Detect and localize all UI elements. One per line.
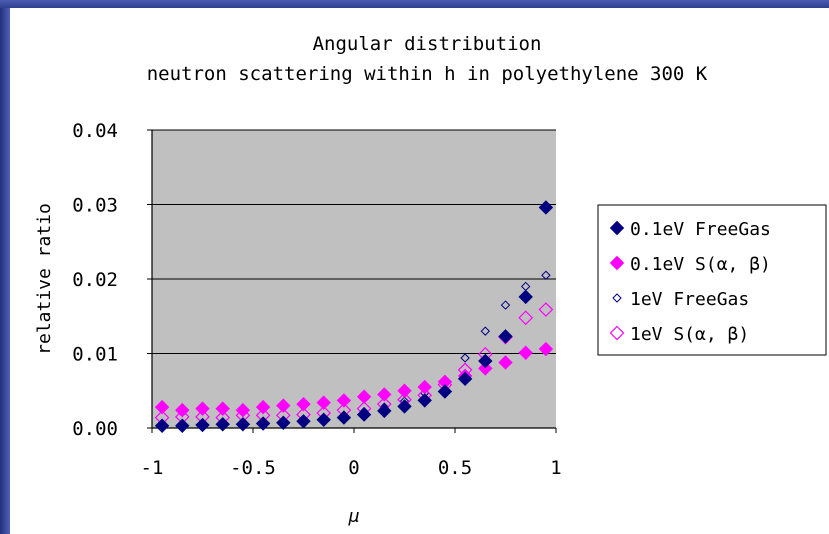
legend-marker (609, 255, 625, 271)
y-tick-label: 0.04 (72, 120, 118, 142)
legend-label: 0.1eV S(α, β) (630, 254, 771, 275)
data-point (538, 302, 554, 317)
data-point (538, 200, 554, 215)
data-point (397, 383, 412, 398)
data-point (195, 417, 210, 433)
data-point (500, 300, 511, 310)
data-point (478, 361, 493, 376)
y-axis-title: relative ratio (34, 203, 55, 355)
data-point (235, 402, 251, 418)
data-point (154, 418, 170, 433)
legend-marker (612, 293, 622, 303)
data-point (215, 417, 230, 432)
y-tick-label: 0.02 (72, 269, 118, 291)
data-point (457, 371, 473, 387)
data-point (498, 355, 513, 370)
data-point (195, 401, 210, 416)
data-point (276, 415, 291, 430)
data-point (175, 402, 190, 418)
data-point (296, 396, 311, 412)
x-tick-label: 1 (550, 457, 561, 479)
data-point (235, 417, 251, 432)
data-point (356, 389, 372, 404)
data-point (154, 399, 170, 415)
legend-label: 1eV S(α, β) (630, 324, 749, 345)
x-tick-label: -0.5 (230, 457, 276, 479)
y-tick-label: 0.01 (72, 344, 118, 366)
x-tick-label: 0 (348, 457, 359, 479)
data-point (538, 341, 554, 357)
x-tick-label: -1 (141, 457, 164, 479)
data-point (518, 310, 534, 326)
data-point (215, 401, 230, 416)
chart-title-line: neutron scattering within h in polyethyl… (147, 63, 708, 85)
data-point (518, 345, 533, 360)
data-point (437, 384, 453, 399)
data-point (498, 329, 513, 344)
data-point (417, 393, 432, 408)
slide-edge-decoration (0, 0, 10, 534)
data-point (296, 414, 311, 429)
data-point (336, 410, 352, 425)
data-point (336, 393, 352, 408)
legend-label: 0.1eV FreeGas (630, 219, 771, 240)
data-point (316, 395, 331, 410)
data-point (316, 412, 331, 428)
legend-marker (609, 325, 625, 341)
data-point (377, 403, 392, 419)
data-point (255, 399, 271, 415)
y-tick-label: 0.03 (72, 195, 118, 217)
data-point (255, 416, 271, 431)
data-point (478, 353, 493, 369)
data-point (175, 418, 190, 433)
data-point (356, 407, 372, 422)
data-point (518, 289, 533, 305)
data-point (541, 270, 551, 280)
data-point (377, 387, 392, 402)
x-axis-title: μ (348, 506, 360, 527)
data-point (397, 399, 412, 414)
legend-box (597, 204, 827, 356)
data-point (276, 398, 291, 413)
legend-marker (609, 220, 625, 236)
x-tick-label: 0.5 (438, 457, 472, 479)
legend-label: 1eV FreeGas (630, 289, 749, 310)
data-point (480, 326, 491, 336)
slide-top-decoration (0, 0, 829, 8)
y-tick-label: 0.00 (72, 418, 118, 440)
chart-title-line: Angular distribution (313, 33, 542, 55)
data-point (460, 353, 470, 363)
